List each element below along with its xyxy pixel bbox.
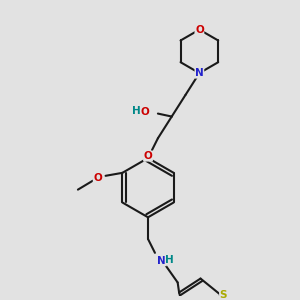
Text: N: N — [195, 68, 204, 78]
Text: O: O — [195, 25, 204, 34]
Text: H: H — [165, 255, 174, 265]
Text: O: O — [144, 151, 152, 161]
Text: O: O — [141, 106, 149, 117]
Text: S: S — [220, 290, 227, 300]
Text: N: N — [158, 256, 166, 266]
Text: O: O — [93, 173, 102, 183]
Text: H: H — [132, 106, 140, 116]
